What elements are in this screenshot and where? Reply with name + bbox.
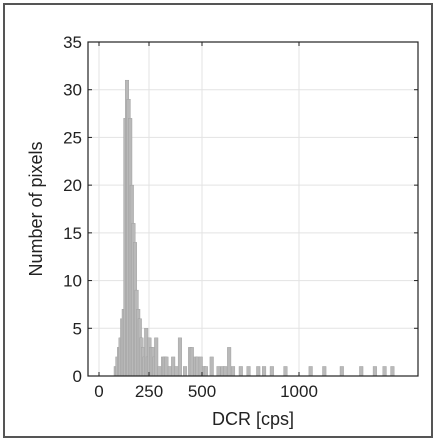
histogram-bar — [167, 366, 172, 377]
x-tick-label: 0 — [94, 382, 103, 401]
x-tick-label: 1000 — [280, 382, 318, 401]
histogram-bar — [195, 356, 200, 377]
histogram-bar — [227, 347, 232, 377]
histogram-bar — [256, 366, 261, 377]
y-tick-label: 35 — [63, 33, 82, 52]
histogram-bar — [339, 366, 344, 377]
y-tick-label: 10 — [63, 272, 82, 291]
histogram-bar — [174, 366, 179, 377]
histogram-bar — [390, 366, 395, 377]
x-tick-label: 250 — [135, 382, 163, 401]
y-tick-label: 30 — [63, 81, 82, 100]
y-axis-label: Number of pixels — [26, 141, 46, 276]
histogram-bar — [322, 366, 327, 377]
histogram-bar — [157, 366, 162, 377]
histogram-bar — [203, 366, 208, 377]
plot-box — [87, 41, 419, 377]
histogram-bar — [209, 356, 214, 377]
histogram-bar — [269, 366, 274, 377]
histogram-bar — [164, 356, 169, 377]
tick-labels: 0 5 10 15 20 25 30 35 0 250 500 1000 — [63, 33, 318, 401]
y-tick-label: 15 — [63, 224, 82, 243]
figure-frame — [3, 3, 433, 438]
histogram-bar — [189, 347, 194, 377]
x-axis-label: DCR [cps] — [212, 409, 294, 429]
axes — [87, 41, 419, 377]
histogram-bar — [283, 366, 288, 377]
histogram-bar — [308, 366, 313, 377]
y-tick-label: 25 — [63, 128, 82, 147]
histogram-bar — [262, 366, 267, 377]
histogram-bar — [246, 366, 251, 377]
y-tick-label: 0 — [73, 367, 82, 386]
histogram-bar — [216, 366, 221, 377]
histogram-bar — [177, 337, 182, 377]
histogram-bar — [223, 366, 228, 377]
histogram-bar — [382, 366, 387, 377]
y-tick-label: 20 — [63, 176, 82, 195]
x-tick-label: 500 — [188, 382, 216, 401]
histogram-bar — [238, 366, 243, 377]
histogram-bar — [183, 366, 188, 377]
histogram-bar — [154, 337, 159, 377]
y-tick-label: 5 — [73, 319, 82, 338]
histogram-bar — [171, 356, 176, 377]
histogram-bar — [372, 366, 377, 377]
histogram-bars — [113, 79, 395, 377]
histogram-bar — [359, 366, 364, 377]
histogram-bar — [231, 366, 236, 377]
